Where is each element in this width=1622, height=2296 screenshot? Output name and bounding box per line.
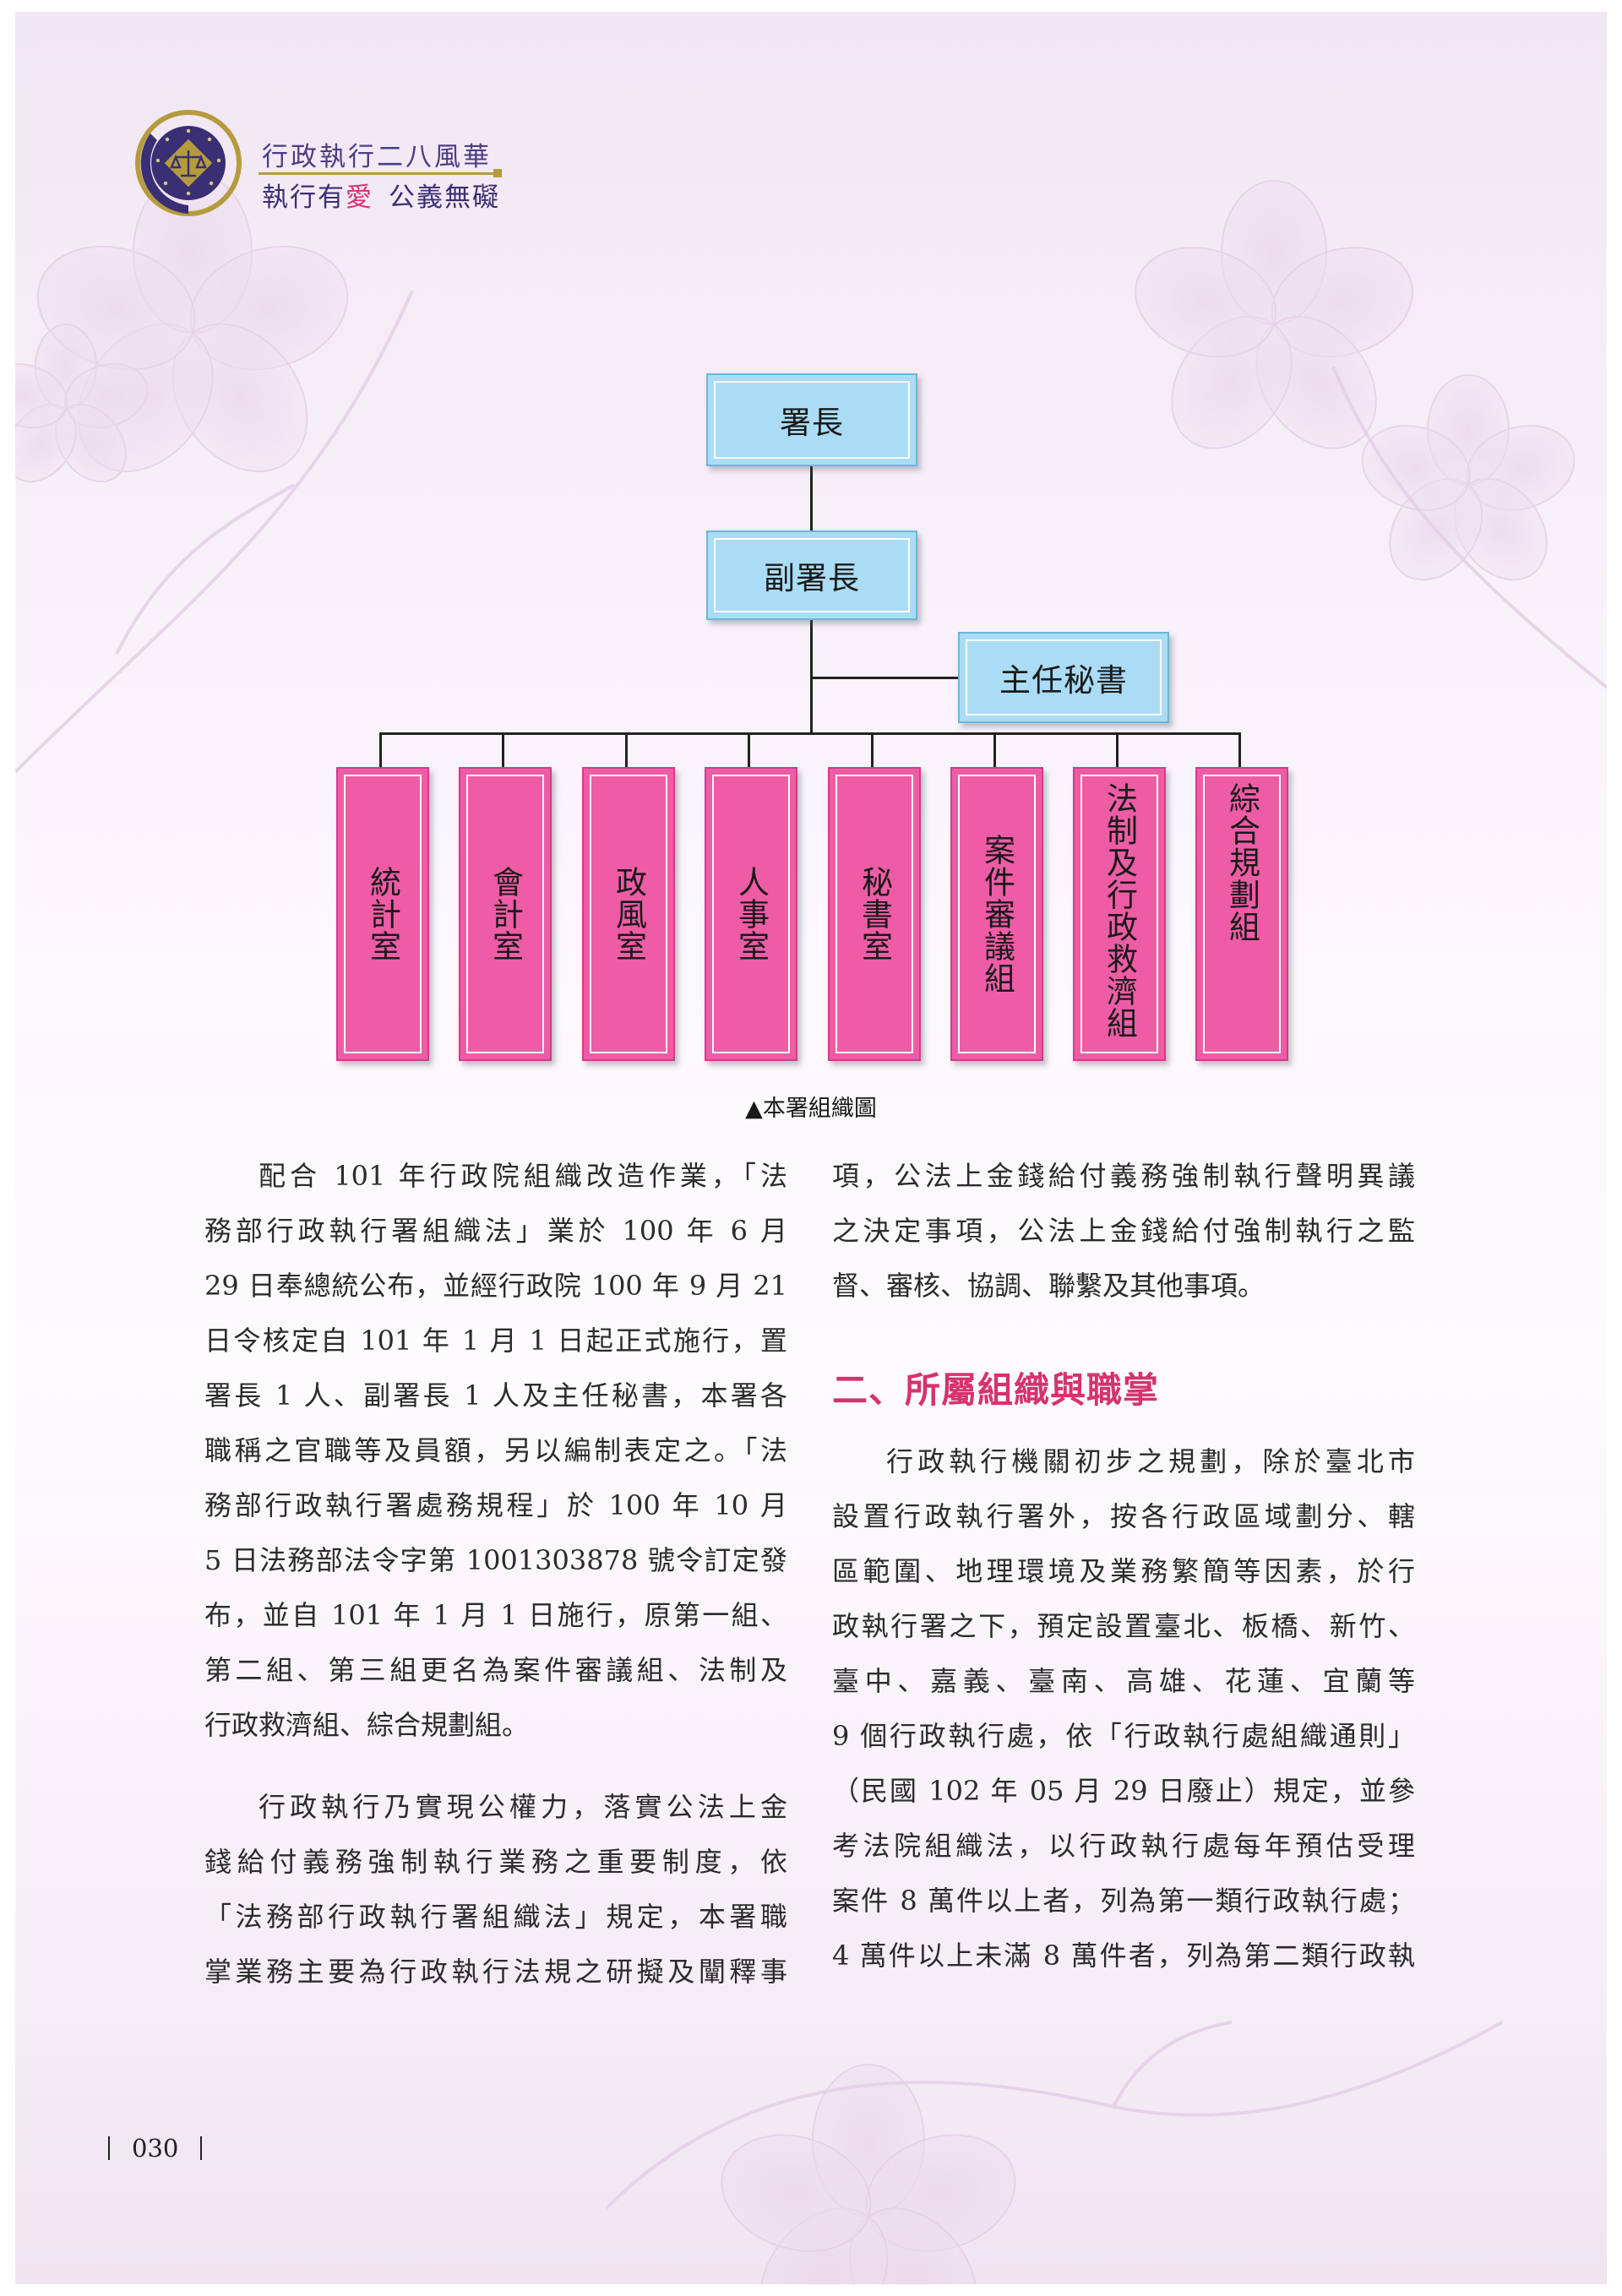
text-line: 配合 101 年行政院組織改造作業，「法: [259, 1160, 787, 1192]
unit-box-case-review: 案件審議組: [950, 767, 1043, 1061]
text-line: 考法院組織法，以行政執行處每年預估受理: [832, 1830, 1415, 1862]
text-line: 「法務部行政執行署組織法」規定，本署職: [204, 1901, 787, 1933]
unit-box-planning: 綜合規劃組: [1195, 767, 1288, 1061]
text-line: 項，公法上金錢給付義務強制執行聲明異議: [832, 1160, 1415, 1192]
page-number-bar-left: [108, 2136, 110, 2160]
head-label: 署長: [780, 405, 844, 441]
connector-unit-5: [871, 732, 874, 770]
unit-label: 會計室: [487, 866, 524, 962]
right-column-top: 項，公法上金錢給付義務強制執行聲明異議 之決定事項，公法上金錢給付強制執行之監 …: [832, 1149, 1415, 1314]
unit-label: 綜合規劃組: [1223, 782, 1260, 943]
text-line: 5 日法務部法令字第 1001303878 號令訂定發: [204, 1544, 787, 1576]
org-chart: 署長 副署長 主任秘書 統計室 會計室 政風室 人事室 秘書室 案件審議組 法制…: [0, 0, 1622, 1098]
head-box: 署長: [706, 373, 917, 466]
text-line: 錢給付義務強制執行業務之重要制度，依: [204, 1846, 787, 1878]
unit-box-inner-border: [958, 775, 1036, 1053]
unit-box-inner-border: [590, 775, 667, 1053]
text-line: 案件 8 萬件以上者，列為第一類行政執行處；: [832, 1885, 1415, 1917]
page-number: 030: [108, 2134, 203, 2163]
text-line: 掌業務主要為行政執行法規之研擬及闡釋事: [204, 1956, 787, 1988]
connector-unit-4: [748, 732, 750, 770]
right-column-bottom: 行政執行機關初步之規劃，除於臺北市 設置行政執行署外，按各行政區域劃分、轄 區範…: [832, 1434, 1415, 1983]
unit-label: 案件審議組: [978, 834, 1015, 994]
text-line: 臺中、嘉義、臺南、高雄、花蓮、宜蘭等: [832, 1665, 1415, 1697]
left-paragraph-2: 行政執行乃實現公權力，落實公法上金 錢給付義務強制執行業務之重要制度，依 「法務…: [204, 1780, 787, 1999]
text-line: 9 個行政執行處，依「行政執行處組織通則」: [832, 1720, 1415, 1752]
left-paragraph-1: 配合 101 年行政院組織改造作業，「法 務部行政執行署組織法」業於 100 年…: [204, 1149, 787, 1753]
header-rule-dot: [493, 169, 502, 177]
unit-box-inner-border: [835, 775, 913, 1053]
deputy-label: 副署長: [764, 560, 860, 596]
left-column: 配合 101 年行政院組織改造作業，「法 務部行政執行署組織法」業於 100 年…: [204, 1149, 787, 1999]
unit-label: 法制及行政救濟組: [1101, 782, 1138, 1039]
header-rule: [259, 172, 495, 175]
deputy-box-inner-border: [714, 538, 910, 612]
unit-box-ethics: 政風室: [582, 767, 675, 1061]
text-line: 職稱之官職等及員額，另以編制表定之。「法: [204, 1434, 787, 1466]
text-line: 政執行署之下，預定設置臺北、板橋、新竹、: [832, 1610, 1415, 1642]
background-flower-pattern: [15, 171, 1607, 2284]
unit-label: 政風室: [610, 866, 647, 962]
text-line: 行政救濟組、綜合規劃組。: [204, 1709, 530, 1741]
unit-box-accounting: 會計室: [459, 767, 552, 1061]
text-line: 行政執行機關初步之規劃，除於臺北市: [886, 1445, 1415, 1477]
secretary-box-inner-border: [966, 639, 1162, 715]
unit-label: 人事室: [732, 866, 770, 962]
connector-unit-6: [993, 732, 996, 770]
text-line: 務部行政執行署組織法」業於 100 年 6 月: [204, 1215, 787, 1247]
connector-unit-7: [1116, 732, 1119, 770]
page-number-bar-right: [200, 2136, 203, 2160]
slogan-part1: 執行有: [262, 182, 346, 213]
slogan-accent: 愛: [346, 182, 373, 213]
org-chart-caption: ▲本署組織圖: [745, 1096, 877, 1122]
connector-deputy-units: [810, 615, 813, 733]
text-line: 行政執行乃實現公權力，落實公法上金: [259, 1791, 787, 1823]
unit-box-statistics: 統計室: [336, 767, 429, 1061]
unit-box-legal-remedy: 法制及行政救濟組: [1073, 767, 1166, 1061]
header-title: 行政執行二八風華: [262, 142, 492, 172]
head-box-inner-border: [714, 381, 910, 459]
text-line: 設置行政執行署外，按各行政區域劃分、轄: [832, 1500, 1415, 1532]
text-line: 區範圍、地理環境及業務繁簡等因素，於行: [832, 1555, 1415, 1587]
connector-secretary: [810, 677, 962, 679]
unit-box-inner-border: [1080, 775, 1158, 1053]
slogan-part2: 公義無礙: [389, 182, 500, 213]
connector-units-bar: [379, 732, 1239, 735]
connector-unit-1: [379, 732, 382, 770]
text-line: 第二組、第三組更名為案件審議組、法制及: [204, 1654, 787, 1686]
text-line: 務部行政執行署處務規程」於 100 年 10 月: [204, 1489, 787, 1521]
connector-head-deputy: [810, 463, 813, 532]
secretary-label: 主任秘書: [999, 662, 1128, 699]
text-line: 日令核定自 101 年 1 月 1 日起正式施行，置: [204, 1325, 787, 1357]
unit-box-secretariat: 秘書室: [828, 767, 921, 1061]
text-line: 署長 1 人、副署長 1 人及主任秘書，本署各: [204, 1379, 787, 1412]
paragraph-spacer: [204, 1753, 787, 1780]
connector-unit-3: [625, 732, 628, 770]
secretary-box: 主任秘書: [958, 632, 1169, 723]
unit-box-inner-border: [466, 775, 544, 1053]
text-line: 督、審核、協調、聯繫及其他事項。: [832, 1270, 1265, 1302]
header-slogan: 執行有愛 公義無礙: [262, 176, 500, 214]
connector-unit-8: [1238, 732, 1241, 770]
unit-box-inner-border: [1203, 775, 1281, 1053]
text-line: 布，並自 101 年 1 月 1 日施行，原第一組、: [204, 1599, 787, 1631]
text-line: （民國 102 年 05 月 29 日廢止）規定，並參: [832, 1775, 1415, 1807]
text-line: 4 萬件以上未滿 8 萬件者，列為第二類行政執: [832, 1940, 1415, 1972]
deputy-box: 副署長: [706, 530, 917, 620]
unit-label: 秘書室: [856, 866, 893, 962]
unit-box-inner-border: [712, 775, 790, 1053]
section-heading: 二、所屬組織與職掌: [832, 1369, 1160, 1411]
text-line: 之決定事項，公法上金錢給付強制執行之監: [832, 1215, 1415, 1247]
text-line: 29 日奉總統公布，並經行政院 100 年 9 月 21: [204, 1270, 787, 1302]
unit-label: 統計室: [364, 866, 401, 962]
page-number-value: 030: [132, 2134, 179, 2163]
unit-box-personnel: 人事室: [705, 767, 797, 1061]
connector-unit-2: [502, 732, 504, 770]
agency-logo-icon: [135, 110, 242, 216]
unit-box-inner-border: [344, 775, 422, 1053]
